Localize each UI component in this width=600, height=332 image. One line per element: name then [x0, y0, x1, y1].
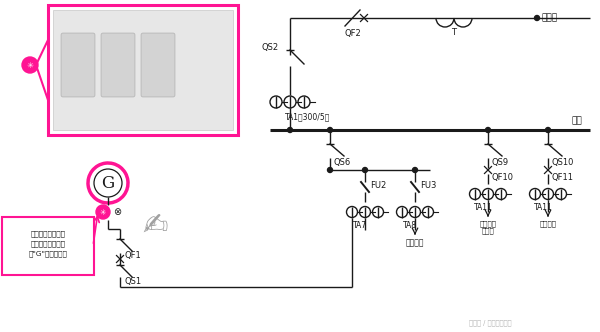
FancyBboxPatch shape [141, 33, 175, 97]
FancyBboxPatch shape [2, 217, 94, 275]
Circle shape [22, 57, 38, 73]
Text: FU2: FU2 [370, 181, 386, 190]
Circle shape [328, 168, 332, 173]
Text: 头条号 / 全球电气资源: 头条号 / 全球电气资源 [469, 319, 511, 326]
Text: QF1: QF1 [124, 251, 141, 260]
Text: QS1: QS1 [124, 277, 141, 286]
Text: ✍: ✍ [142, 211, 168, 240]
Text: TA7: TA7 [353, 221, 367, 230]
FancyBboxPatch shape [53, 10, 233, 130]
Circle shape [328, 127, 332, 132]
Text: QS9: QS9 [492, 158, 509, 167]
Text: G: G [101, 175, 115, 192]
Text: TA11: TA11 [533, 203, 553, 212]
Text: QF10: QF10 [492, 173, 514, 182]
Text: ✳: ✳ [26, 60, 34, 69]
Text: 该线路中发电机用
图形符号及文字符
号"G"进行标识。: 该线路中发电机用 图形符号及文字符 号"G"进行标识。 [29, 231, 67, 257]
Text: TA8: TA8 [403, 221, 417, 230]
Text: QF11: QF11 [552, 173, 574, 182]
Text: ⊗: ⊗ [113, 207, 121, 217]
Text: QF2: QF2 [345, 29, 362, 38]
Circle shape [535, 16, 539, 21]
Text: FU3: FU3 [420, 181, 436, 190]
Circle shape [485, 127, 490, 132]
Text: 照明设备: 照明设备 [406, 238, 424, 247]
Text: TA1（300/5）: TA1（300/5） [285, 112, 331, 121]
Circle shape [545, 127, 550, 132]
Circle shape [94, 169, 122, 197]
Text: QS6: QS6 [334, 158, 351, 167]
Text: 母线: 母线 [571, 116, 582, 125]
Circle shape [413, 168, 418, 173]
Text: QS10: QS10 [552, 158, 574, 167]
FancyBboxPatch shape [61, 33, 95, 97]
FancyBboxPatch shape [48, 5, 238, 135]
FancyBboxPatch shape [101, 33, 135, 97]
Circle shape [287, 127, 292, 132]
Text: 消防用电: 消防用电 [479, 220, 496, 227]
Circle shape [96, 205, 110, 219]
Text: QS2: QS2 [262, 43, 279, 52]
Text: 主电源: 主电源 [542, 14, 558, 23]
Text: T: T [451, 28, 457, 37]
Circle shape [362, 168, 367, 173]
Text: ✳: ✳ [100, 208, 106, 216]
Text: TA11: TA11 [473, 203, 493, 212]
Text: 电梯用: 电梯用 [482, 227, 494, 234]
Text: 电梯用电: 电梯用电 [539, 220, 556, 227]
